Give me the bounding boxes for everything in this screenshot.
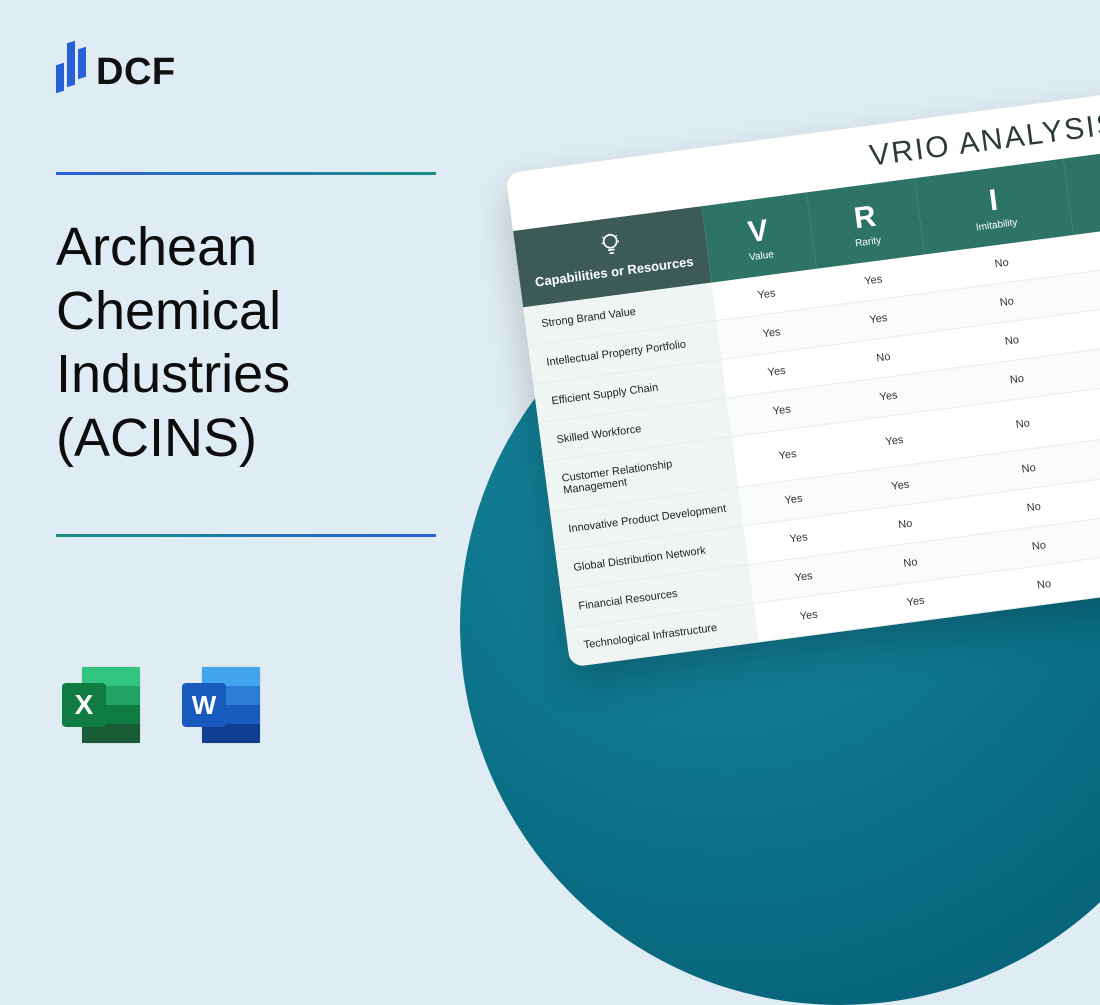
lightbulb-icon [596, 229, 625, 258]
svg-text:W: W [192, 690, 217, 720]
brand-logo: DCF [56, 48, 176, 96]
header-value: V Value [701, 192, 816, 282]
excel-icon: X [56, 659, 148, 751]
vrio-card: VRIO ANALYSIS Capabilities or Resources … [505, 90, 1100, 667]
divider-bottom [56, 534, 436, 537]
logo-bars-icon [56, 48, 86, 96]
vrio-table: Capabilities or Resources V Value R Rari… [513, 148, 1100, 668]
word-icon: W [176, 659, 268, 751]
file-format-icons: X W [56, 659, 268, 751]
header-rarity: R Rarity [807, 178, 925, 269]
page-title: Archean Chemical Industries (ACINS) [56, 216, 476, 471]
svg-text:X: X [75, 689, 94, 720]
brand-name: DCF [96, 51, 176, 94]
divider-top [56, 172, 436, 175]
